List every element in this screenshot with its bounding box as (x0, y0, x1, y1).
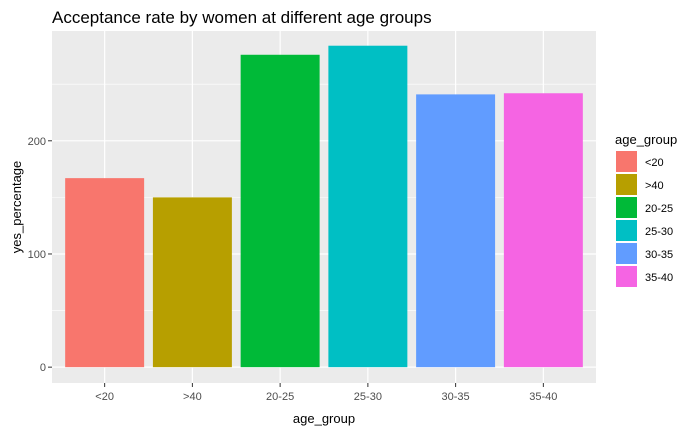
bar-35-40 (503, 93, 583, 368)
legend-key-<20 (616, 151, 637, 172)
legend-label: 30-35 (645, 249, 673, 261)
x-tick-label: 35-40 (529, 391, 557, 403)
legend: age_group <20 >40 20-25 25-30 30-35 35-40 (615, 132, 677, 287)
bar-20-25 (240, 54, 320, 368)
y-axis: 0 100 200 (28, 136, 52, 374)
legend-key-35-40 (616, 266, 637, 287)
y-tick-label: 0 (40, 362, 46, 374)
legend-label: <20 (645, 157, 664, 169)
x-tick-label: 20-25 (266, 391, 294, 403)
legend-key-25-30 (616, 220, 637, 241)
y-tick-label: 100 (28, 249, 46, 261)
bar-<20 (65, 178, 145, 368)
x-tick-label: <20 (95, 391, 114, 403)
y-tick-label: 200 (28, 136, 46, 148)
legend-label: 25-30 (645, 226, 673, 238)
legend-label: >40 (645, 180, 664, 192)
chart-title: Acceptance rate by women at different ag… (52, 8, 432, 27)
x-tick-label: >40 (183, 391, 202, 403)
x-axis-title: age_group (293, 411, 355, 426)
legend-title: age_group (615, 132, 677, 147)
legend-items: <20 >40 20-25 25-30 30-35 35-40 (616, 151, 673, 287)
bar-25-30 (328, 45, 408, 368)
bar-30-35 (416, 94, 496, 368)
legend-key->40 (616, 174, 637, 195)
bars (65, 45, 583, 368)
legend-key-20-25 (616, 197, 637, 218)
x-tick-label: 25-30 (354, 391, 382, 403)
legend-label: 20-25 (645, 203, 673, 215)
y-axis-title: yes_percentage (9, 161, 24, 254)
legend-key-30-35 (616, 243, 637, 264)
x-tick-label: 30-35 (442, 391, 470, 403)
x-axis: <20 >40 20-25 25-30 30-35 35-40 (95, 383, 557, 403)
bar->40 (152, 197, 232, 368)
legend-label: 35-40 (645, 272, 673, 284)
